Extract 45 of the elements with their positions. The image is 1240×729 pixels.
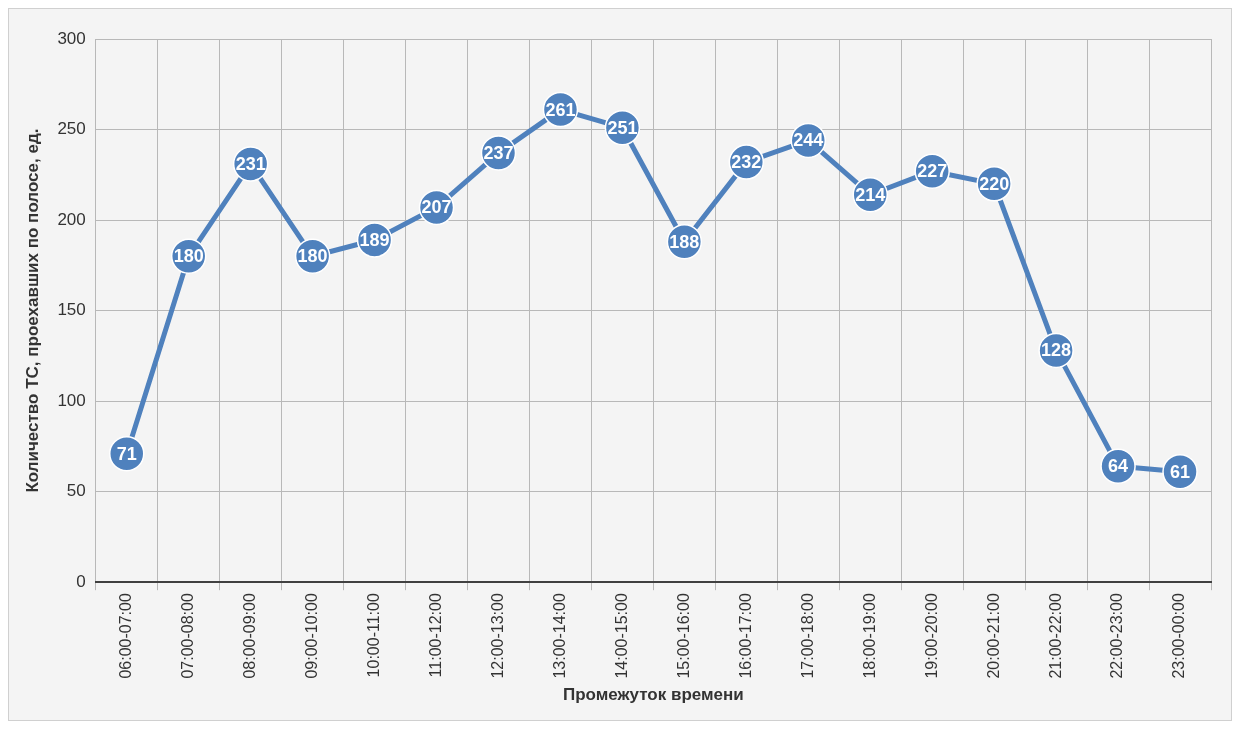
- x-tick-label: 19:00-20:00: [922, 593, 940, 679]
- x-tick-label: 18:00-19:00: [860, 593, 878, 679]
- x-tick-label: 12:00-13:00: [488, 593, 506, 679]
- y-tick-label: 250: [57, 119, 86, 139]
- x-tick-label: 14:00-15:00: [612, 593, 630, 679]
- data-label: 207: [421, 197, 452, 218]
- x-tick-label: 20:00-21:00: [984, 593, 1002, 679]
- y-tick-label: 50: [66, 481, 86, 501]
- x-tick-label: 07:00-08:00: [179, 593, 197, 679]
- data-label: 214: [855, 184, 886, 205]
- x-tick-label: 09:00-10:00: [303, 593, 321, 679]
- data-label: 261: [545, 99, 576, 120]
- data-label: 128: [1041, 340, 1072, 361]
- data-label: 180: [297, 246, 328, 267]
- y-tick-label: 100: [57, 390, 86, 410]
- data-label: 232: [731, 152, 762, 173]
- data-label: 244: [793, 130, 824, 151]
- data-label: 180: [173, 246, 204, 267]
- y-tick-label: 200: [57, 209, 86, 229]
- data-label: 64: [1108, 456, 1129, 477]
- x-axis-title: Промежуток времени: [562, 685, 744, 705]
- x-tick-label: 08:00-09:00: [241, 593, 259, 679]
- data-label: 251: [607, 117, 638, 138]
- x-tick-label: 22:00-23:00: [1108, 593, 1126, 679]
- x-tick-label: 17:00-18:00: [798, 593, 816, 679]
- data-label: 71: [116, 443, 137, 464]
- data-label: 61: [1170, 461, 1191, 482]
- x-tick-label: 15:00-16:00: [674, 593, 692, 679]
- x-tick-label: 06:00-07:00: [117, 593, 135, 679]
- x-tick-label: 21:00-22:00: [1046, 593, 1064, 679]
- x-tick-label: 16:00-17:00: [736, 593, 754, 679]
- y-tick-label: 150: [57, 300, 86, 320]
- x-tick-label: 11:00-12:00: [426, 593, 444, 678]
- x-tick-label: 13:00-14:00: [550, 593, 568, 679]
- data-label: 231: [235, 153, 266, 174]
- y-axis-title: Количество ТС, проехавших по полосе, ед.: [22, 128, 42, 493]
- y-tick-label: 300: [57, 28, 86, 48]
- data-label: 237: [483, 143, 514, 164]
- data-label: 220: [979, 173, 1010, 194]
- x-tick-label: 23:00-00:00: [1170, 593, 1188, 679]
- data-label: 189: [359, 229, 390, 250]
- x-tick-label: 10:00-11:00: [364, 593, 382, 678]
- data-label: 227: [917, 161, 948, 182]
- data-label: 188: [669, 231, 700, 252]
- y-tick-label: 0: [76, 571, 86, 591]
